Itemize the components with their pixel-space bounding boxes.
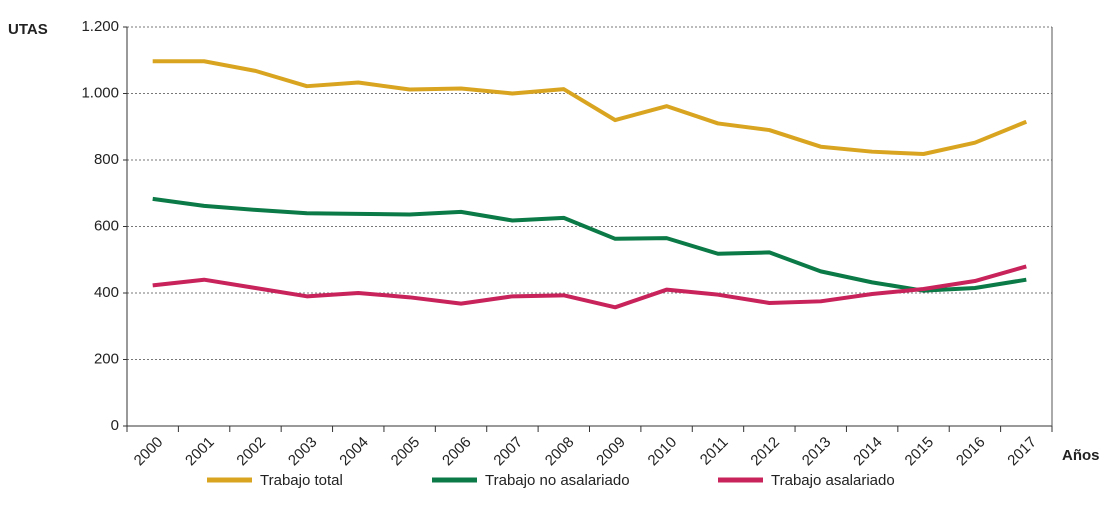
x-axis-label: Años	[1062, 447, 1100, 464]
line-series	[152, 264, 1027, 310]
x-tick-label: 2012	[747, 434, 783, 470]
x-tick-label: 2001	[182, 434, 218, 470]
x-tick-label: 2015	[902, 434, 938, 470]
x-tick-label: 2011	[697, 434, 732, 469]
x-tick-label: 2000	[131, 434, 167, 470]
x-tick-label: 2003	[285, 434, 321, 470]
line-series	[152, 196, 1027, 293]
x-tick-label: 2002	[233, 434, 269, 470]
legend-label: Trabajo total	[260, 472, 343, 489]
x-tick-label: 2006	[439, 434, 475, 470]
x-tick-label: 2004	[336, 434, 372, 470]
x-tick-label: 2017	[1004, 434, 1040, 470]
x-tick-label: 2008	[542, 434, 578, 470]
y-tick-label: 800	[94, 151, 119, 168]
y-tick-label: 1.000	[81, 84, 119, 101]
y-tick-label: 0	[111, 417, 119, 434]
y-tick-label: 400	[94, 284, 119, 301]
x-tick-label: 2005	[388, 434, 424, 470]
legend-label: Trabajo asalariado	[771, 472, 895, 489]
x-tick-label: 2010	[645, 434, 681, 470]
y-tick-label: 200	[94, 350, 119, 367]
line-series	[152, 59, 1028, 157]
y-axis-label: UTAS	[8, 21, 48, 38]
y-tick-label: 600	[94, 217, 119, 234]
x-tick-label: 2014	[850, 434, 886, 470]
x-tick-label: 2013	[799, 434, 835, 470]
legend-label: Trabajo no asalariado	[485, 472, 630, 489]
x-tick-label: 2007	[490, 434, 526, 470]
x-tick-label: 2009	[593, 434, 629, 470]
y-tick-label: 1.200	[81, 18, 119, 35]
x-tick-label: 2016	[953, 434, 989, 470]
